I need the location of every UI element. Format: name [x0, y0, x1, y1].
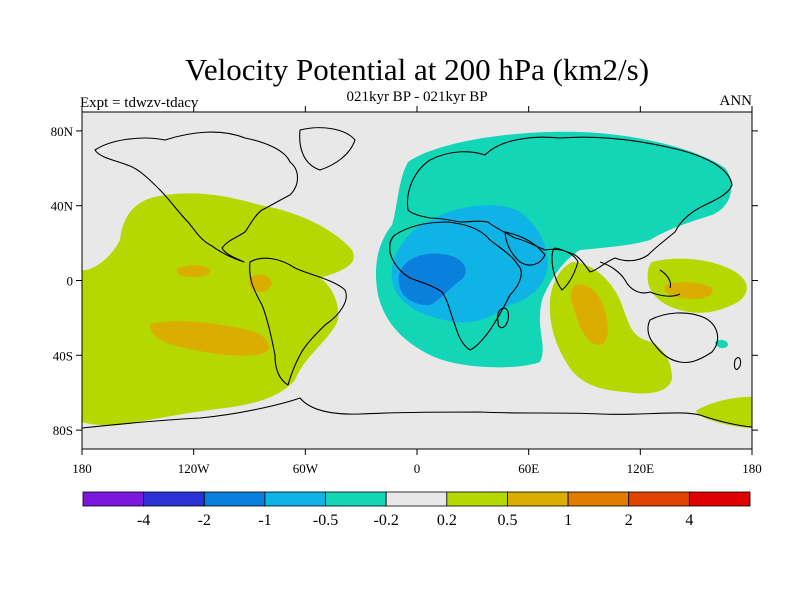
lon-tick-label: 60W — [293, 461, 319, 476]
coastline-new-zealand — [733, 357, 742, 370]
contour-positive-mid-east-pacific — [176, 265, 211, 278]
coastlines — [82, 127, 752, 429]
contour-negative-strong-africa — [398, 253, 466, 306]
colorbar-label: 0.2 — [437, 512, 457, 529]
latitude-axis: 80N 40N 0 40S 80S — [51, 124, 758, 438]
contour-positive-weak-southeast — [696, 396, 752, 428]
colorbar-swatch — [446, 491, 508, 507]
experiment-label: Expt = tdwzv-tdacv — [80, 95, 199, 111]
contour-positive-mid-south-pacific — [150, 321, 270, 356]
colorbar: -4 -2 -1 -0.5 -0.2 0.2 0.5 1 2 4 — [82, 491, 751, 529]
lon-tick-label: 60E — [518, 461, 539, 476]
lon-tick-label: 120W — [178, 461, 211, 476]
coastline-madagascar — [497, 307, 509, 329]
coastline-antarctica — [82, 397, 752, 429]
colorbar-swatch — [325, 491, 387, 507]
colorbar-label: -2 — [198, 512, 211, 529]
lat-tick-label: 80N — [51, 124, 74, 139]
colorbar-label: 4 — [685, 512, 693, 529]
lon-tick-label: 180 — [72, 461, 92, 476]
lat-tick-label: 0 — [67, 274, 74, 289]
colorbar-swatch — [688, 491, 751, 507]
colorbar-label: 0.5 — [497, 512, 517, 529]
lat-tick-label: 40N — [51, 199, 74, 214]
longitude-axis: 180 120W 60W 0 60E 120E 180 — [72, 106, 762, 476]
coastline-south-america — [249, 257, 347, 386]
colorbar-label: -1 — [258, 512, 271, 529]
coastline-india — [551, 247, 579, 291]
colorbar-swatch — [385, 491, 448, 507]
colorbar-swatch — [628, 491, 690, 507]
colorbar-label: -4 — [137, 512, 150, 529]
colorbar-label: -0.5 — [313, 512, 338, 529]
map-panel — [82, 112, 752, 449]
contour-negative-weak-small — [715, 339, 728, 349]
coastline-europe-asia — [406, 136, 733, 273]
contour-positive-mid-andes — [248, 274, 272, 292]
colorbar-swatch — [82, 491, 145, 507]
coastline-north-america — [94, 131, 299, 263]
south-pole-band — [82, 436, 752, 449]
contour-positive-mid-indian — [571, 284, 608, 345]
colorbar-label: 2 — [625, 512, 633, 529]
season-label: ANN — [719, 93, 753, 109]
colorbar-swatch — [507, 491, 569, 507]
colorbar-swatch — [264, 491, 326, 507]
colorbar-swatch — [567, 491, 630, 507]
coastline-australia — [647, 312, 719, 364]
map-title: Velocity Potential at 200 hPa (km2/s) — [184, 52, 650, 87]
colorbar-label: 1 — [564, 512, 572, 529]
lon-tick-label: 120E — [627, 461, 655, 476]
colorbar-swatch — [143, 491, 205, 507]
lat-tick-label: 80S — [53, 423, 73, 438]
coastline-southeast-asia — [599, 261, 681, 297]
lon-tick-label: 180 — [742, 461, 762, 476]
coastline-arabia — [504, 231, 546, 266]
colorbar-swatch — [203, 491, 266, 507]
lon-tick-label: 0 — [414, 461, 421, 476]
contour-positive-weak-americas — [82, 193, 354, 426]
map-subtitle: 021kyr BP - 021kyr BP — [346, 89, 488, 105]
colorbar-label: -0.2 — [374, 512, 399, 529]
coastline-africa — [389, 221, 522, 351]
lat-tick-label: 40S — [53, 348, 73, 363]
coastline-greenland — [299, 127, 356, 171]
